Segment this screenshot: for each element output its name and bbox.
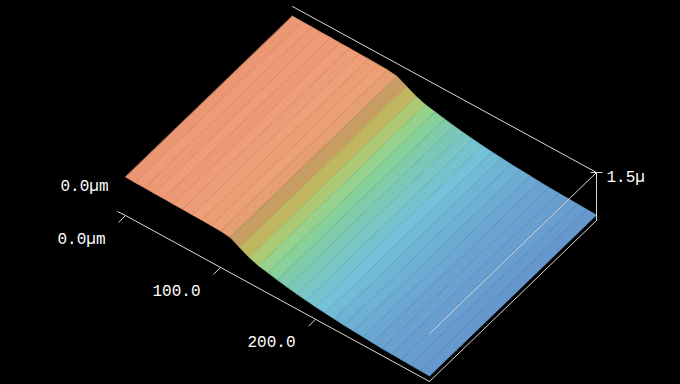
svg-text:100.0: 100.0: [152, 282, 200, 300]
svg-text:0.0µm: 0.0µm: [57, 231, 105, 249]
svg-text:1.5µ: 1.5µ: [607, 169, 645, 187]
svg-text:200.0: 200.0: [247, 334, 295, 352]
svg-text:0.0µm: 0.0µm: [60, 178, 108, 196]
